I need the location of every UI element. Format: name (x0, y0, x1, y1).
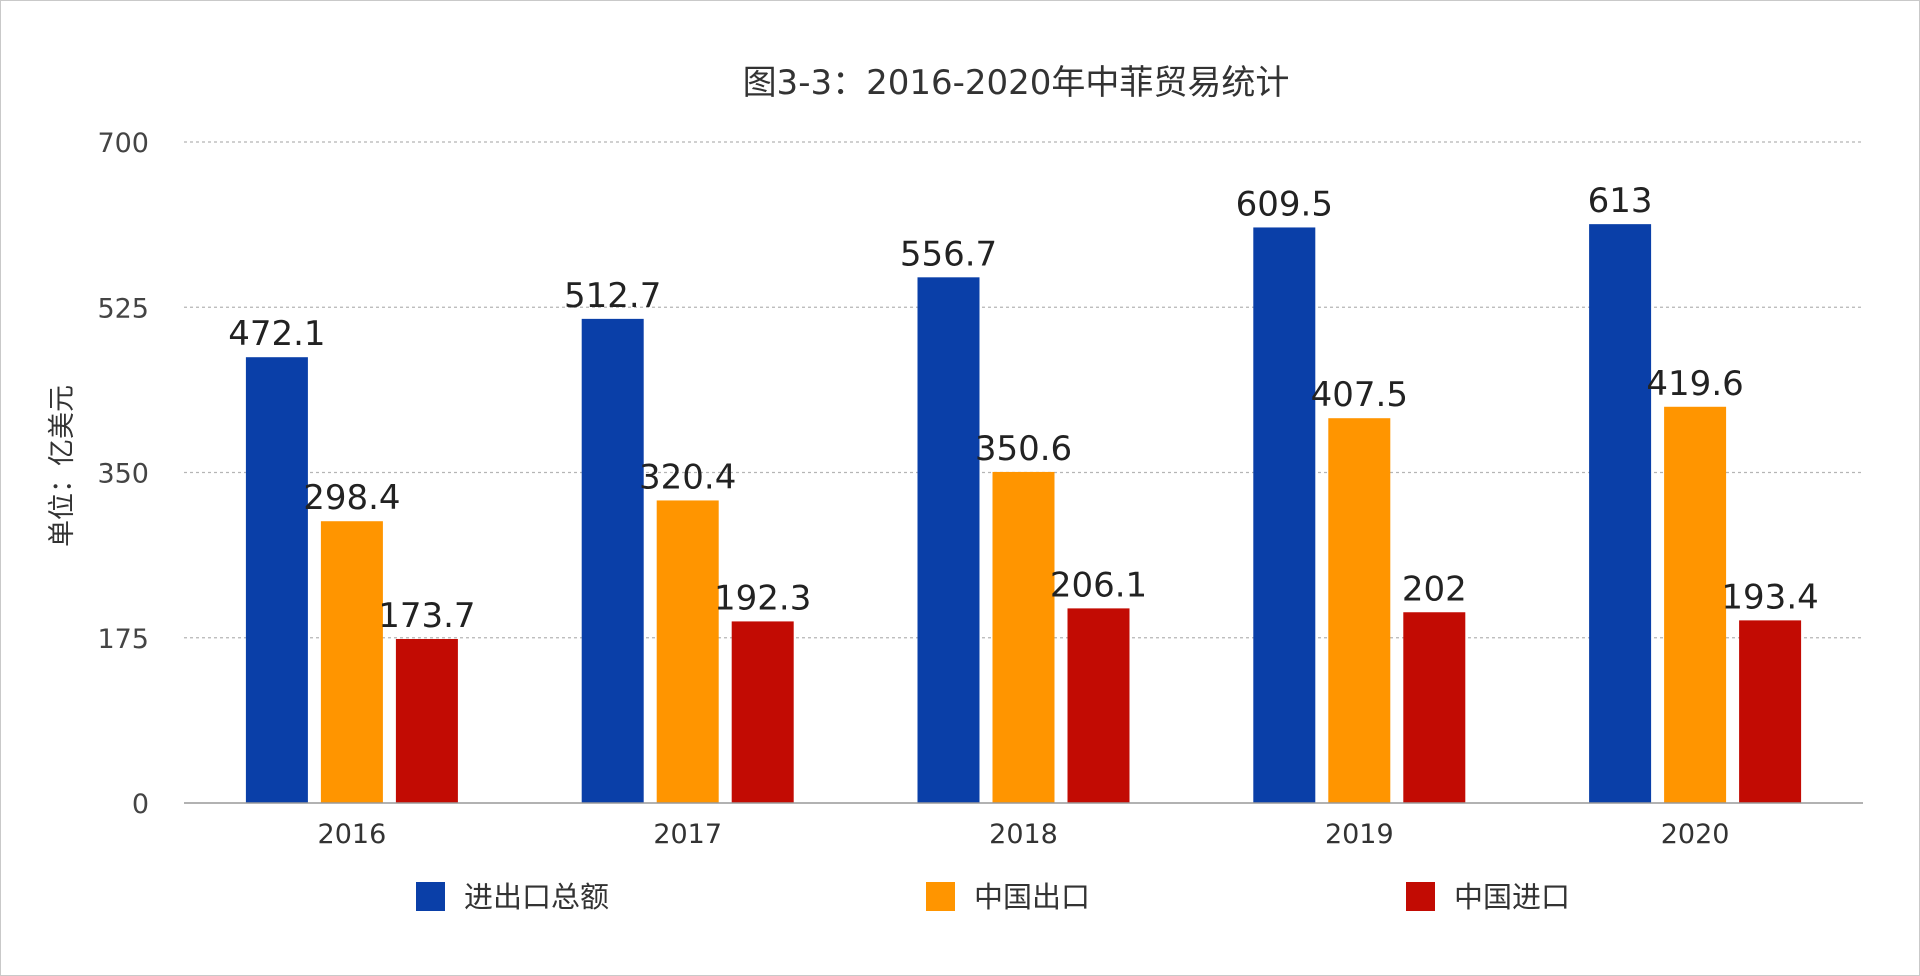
data-label: 298.4 (303, 478, 400, 518)
gridlines (184, 141, 1863, 639)
legend-swatch-1 (926, 882, 955, 911)
bar-2016-1 (320, 521, 383, 803)
bar-2020-2 (1739, 620, 1802, 803)
data-label: 407.5 (1311, 375, 1408, 415)
bar-2017-2 (731, 621, 794, 803)
y-axis-ticks: 0 175 350 525 700 (97, 128, 149, 820)
bar-2020-0 (1589, 224, 1652, 804)
bars (245, 224, 1802, 804)
bar-2019-2 (1403, 612, 1466, 803)
data-label: 556.7 (900, 234, 997, 274)
data-label: 173.7 (378, 596, 475, 636)
legend-label-0: 进出口总额 (464, 880, 609, 914)
bar-2019-0 (1253, 227, 1316, 803)
data-labels: 472.1 298.4 173.7 512.7 320.4 192.3 556.7 350.6… (228, 181, 1819, 636)
bar-2017-0 (581, 318, 644, 803)
y-tick-label: 700 (97, 128, 149, 159)
data-label: 193.4 (1721, 577, 1818, 617)
x-tick-label: 2019 (1325, 819, 1394, 850)
bar-2016-2 (395, 638, 458, 803)
data-label: 609.5 (1236, 184, 1333, 224)
bar-2018-1 (992, 471, 1055, 803)
data-label: 206.1 (1050, 565, 1147, 605)
data-label: 192.3 (714, 578, 811, 618)
data-label: 350.6 (975, 429, 1072, 469)
bar-2019-1 (1328, 418, 1391, 803)
bar-2016-0 (245, 357, 308, 803)
legend-swatch-2 (1406, 882, 1435, 911)
y-tick-label: 0 (132, 789, 149, 820)
x-tick-label: 2016 (318, 819, 387, 850)
x-axis-ticks: 2016 2017 2018 2019 2020 (318, 819, 1730, 850)
y-tick-label: 175 (97, 624, 149, 655)
bar-2018-2 (1067, 608, 1130, 803)
bar-2017-1 (656, 500, 719, 803)
bar-2020-1 (1664, 406, 1727, 803)
x-tick-label: 2017 (653, 819, 722, 850)
data-label: 320.4 (639, 457, 736, 497)
legend-swatch-0 (416, 882, 445, 911)
data-label: 419.6 (1646, 364, 1743, 404)
x-tick-label: 2018 (989, 819, 1058, 850)
y-tick-label: 350 (97, 459, 149, 490)
y-axis-label: 单位：亿美元 (47, 385, 78, 547)
legend-label-1: 中国出口 (974, 880, 1090, 914)
y-tick-label: 525 (97, 293, 149, 324)
legend: 进出口总额 中国出口 中国进口 (416, 880, 1570, 914)
chart-title: 图3-3：2016-2020年中菲贸易统计 (743, 63, 1290, 103)
bar-2018-0 (917, 277, 980, 803)
data-label: 613 (1588, 181, 1653, 221)
legend-label-2: 中国进口 (1454, 880, 1570, 914)
data-label: 512.7 (564, 276, 661, 316)
data-label: 472.1 (228, 314, 325, 354)
x-tick-label: 2020 (1661, 819, 1730, 850)
data-label: 202 (1402, 569, 1467, 609)
